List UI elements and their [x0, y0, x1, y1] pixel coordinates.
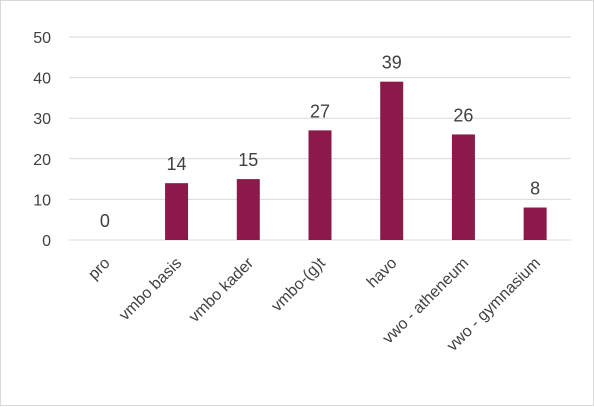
category-label: pro	[85, 255, 113, 283]
data-label: 14	[167, 154, 187, 174]
data-label: 39	[382, 53, 402, 73]
data-labels: 0 14 15 27 39 26 8	[100, 53, 540, 231]
y-tick-label: 30	[33, 111, 51, 128]
bar	[308, 130, 332, 240]
y-tick-label: 10	[33, 192, 51, 209]
data-label: 8	[530, 179, 540, 199]
bar	[380, 81, 404, 240]
bars	[165, 81, 547, 240]
bar	[523, 207, 547, 240]
data-label: 27	[310, 101, 330, 121]
data-label: 15	[238, 150, 258, 170]
data-label: 0	[100, 211, 110, 231]
y-tick-label: 20	[33, 152, 51, 169]
y-tick-label: 50	[33, 30, 51, 47]
category-label: vmbo kader	[186, 254, 258, 326]
bar	[165, 183, 189, 240]
bar	[236, 179, 260, 240]
y-axis-tick-labels: 0 10 20 30 40 50	[33, 30, 51, 250]
y-tick-label: 0	[42, 233, 51, 250]
data-label: 26	[453, 105, 473, 125]
category-label: vmbo-(g)t	[268, 254, 329, 315]
y-tick-label: 40	[33, 71, 51, 88]
bar	[451, 134, 475, 240]
category-label: havo	[364, 255, 401, 292]
category-labels: pro vmbo basis vmbo kader vmbo-(g)t havovwo …	[85, 254, 544, 355]
category-label: vmbo basis	[116, 255, 185, 324]
